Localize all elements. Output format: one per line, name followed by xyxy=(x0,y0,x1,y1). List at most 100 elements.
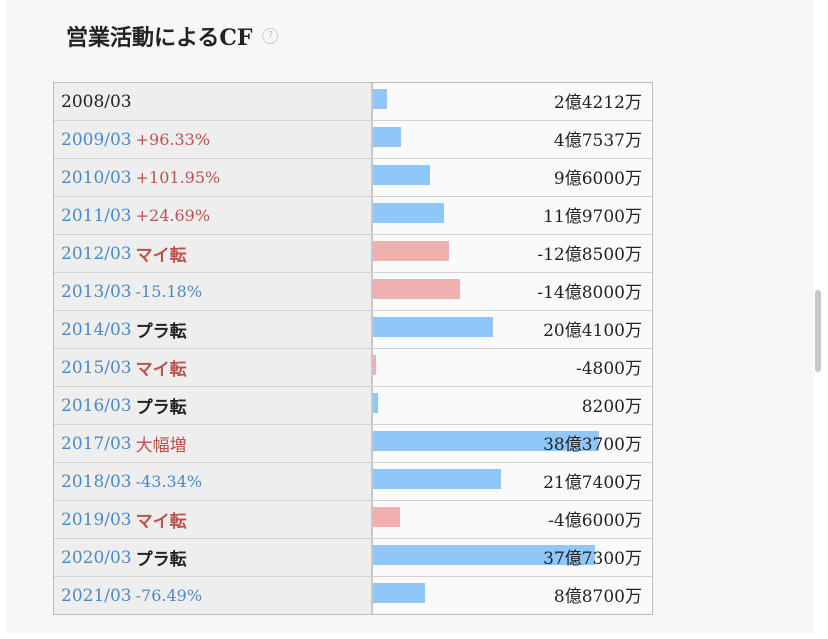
bar-cell: 37億7300万 xyxy=(373,539,652,576)
row-date[interactable]: 2020/03 xyxy=(61,547,132,568)
negative-bar xyxy=(373,355,376,375)
row-label: 2017/03 大幅増 xyxy=(54,425,373,462)
row-change: -43.34% xyxy=(135,472,203,491)
bar-cell: 9億6000万 xyxy=(373,159,652,196)
row-change: +96.33% xyxy=(135,130,211,149)
row-label: 2012/03 マイ転 xyxy=(54,235,373,272)
row-label: 2018/03 -43.34% xyxy=(54,463,373,500)
row-date[interactable]: 2010/03 xyxy=(61,167,132,188)
row-change: +101.95% xyxy=(135,168,221,187)
bar-cell: -14億8000万 xyxy=(373,273,652,310)
row-value: -14億8000万 xyxy=(537,283,642,303)
row-value: -4800万 xyxy=(575,359,642,379)
bar-cell: -12億8500万 xyxy=(373,235,652,272)
bar-cell: 20億4100万 xyxy=(373,311,652,348)
row-date: 2008/03 xyxy=(61,91,132,112)
row-label: 2020/03 プラ転 xyxy=(54,539,373,576)
row-change: プラ転 xyxy=(135,322,187,342)
row-value: 21億7400万 xyxy=(543,473,642,493)
row-date[interactable]: 2018/03 xyxy=(61,471,132,492)
bar-cell: 38億3700万 xyxy=(373,425,652,462)
row-value: -4億6000万 xyxy=(548,511,642,531)
row-label: 2021/03 -76.49% xyxy=(54,577,373,614)
row-label: 2008/03 xyxy=(54,83,373,120)
row-change: プラ転 xyxy=(135,398,187,418)
row-value: 2億4212万 xyxy=(553,93,642,113)
table-row: 2015/03 マイ転 -4800万 xyxy=(54,349,652,387)
row-label: 2019/03 マイ転 xyxy=(54,501,373,538)
negative-bar xyxy=(373,279,460,299)
row-date[interactable]: 2021/03 xyxy=(61,585,132,606)
row-value: 38億3700万 xyxy=(543,435,642,455)
row-date[interactable]: 2015/03 xyxy=(61,357,132,378)
row-change: +24.69% xyxy=(135,206,211,225)
bar-cell: 8200万 xyxy=(373,387,652,424)
positive-bar xyxy=(373,203,444,223)
table-row: 2010/03 +101.95% 9億6000万 xyxy=(54,159,652,197)
positive-bar xyxy=(373,127,401,147)
row-label: 2014/03 プラ転 xyxy=(54,311,373,348)
positive-bar xyxy=(373,469,501,489)
row-change: -76.49% xyxy=(135,586,203,605)
row-value: 20億4100万 xyxy=(543,321,642,341)
row-label: 2016/03 プラ転 xyxy=(54,387,373,424)
table-row: 2014/03 プラ転 20億4100万 xyxy=(54,311,652,349)
row-date[interactable]: 2017/03 xyxy=(61,433,132,454)
row-value: 8200万 xyxy=(581,397,642,417)
row-value: 37億7300万 xyxy=(543,549,642,569)
row-change: マイ転 xyxy=(135,360,187,380)
row-change: マイ転 xyxy=(135,246,187,266)
row-value: 4億7537万 xyxy=(553,131,642,151)
positive-bar xyxy=(373,545,595,565)
section-title: 営業活動によるCF ? xyxy=(66,20,279,52)
table-row: 2009/03 +96.33% 4億7537万 xyxy=(54,121,652,159)
row-change: マイ転 xyxy=(135,512,187,532)
row-change: 大幅増 xyxy=(135,436,187,456)
row-label: 2015/03 マイ転 xyxy=(54,349,373,386)
table-row: 2016/03 プラ転 8200万 xyxy=(54,387,652,425)
row-date[interactable]: 2016/03 xyxy=(61,395,132,416)
table-row: 2017/03 大幅増 38億3700万 xyxy=(54,425,652,463)
bar-cell: 21億7400万 xyxy=(373,463,652,500)
table-row: 2021/03 -76.49% 8億8700万 xyxy=(54,577,652,614)
row-change: プラ転 xyxy=(135,550,187,570)
question-circle-icon[interactable]: ? xyxy=(262,28,279,44)
bar-cell: 2億4212万 xyxy=(373,83,652,120)
bar-cell: 4億7537万 xyxy=(373,121,652,158)
row-label: 2011/03 +24.69% xyxy=(54,197,373,234)
row-date[interactable]: 2013/03 xyxy=(61,281,132,302)
row-date[interactable]: 2009/03 xyxy=(61,129,132,150)
table-row: 2011/03 +24.69% 11億9700万 xyxy=(54,197,652,235)
row-value: 9億6000万 xyxy=(553,169,642,189)
table-row: 2018/03 -43.34% 21億7400万 xyxy=(54,463,652,501)
row-value: 11億9700万 xyxy=(543,207,642,227)
bar-cell: 11億9700万 xyxy=(373,197,652,234)
scrollbar[interactable] xyxy=(815,290,821,372)
bar-cell: -4億6000万 xyxy=(373,501,652,538)
cf-table: 2008/03 2億4212万 2009/03 +96.33% 4億7537万 2010/… xyxy=(53,82,653,615)
bar-cell: -4800万 xyxy=(373,349,652,386)
positive-bar xyxy=(373,89,387,109)
row-change: -15.18% xyxy=(135,282,203,301)
row-date[interactable]: 2012/03 xyxy=(61,243,132,264)
positive-bar xyxy=(373,431,599,451)
cf-panel: 営業活動によるCF ? 2008/03 2億4212万 2009/03 +96.33%… xyxy=(6,0,814,634)
positive-bar xyxy=(373,317,493,337)
negative-bar xyxy=(373,241,449,261)
bar-cell: 8億8700万 xyxy=(373,577,652,614)
title-text: 営業活動によるCF xyxy=(66,25,253,51)
row-label: 2013/03 -15.18% xyxy=(54,273,373,310)
positive-bar xyxy=(373,583,425,603)
row-date[interactable]: 2011/03 xyxy=(61,205,132,226)
row-date[interactable]: 2014/03 xyxy=(61,319,132,340)
row-value: 8億8700万 xyxy=(553,587,642,607)
table-row: 2012/03 マイ転 -12億8500万 xyxy=(54,235,652,273)
positive-bar xyxy=(373,165,430,185)
positive-bar xyxy=(373,393,378,413)
row-date[interactable]: 2019/03 xyxy=(61,509,132,530)
row-label: 2010/03 +101.95% xyxy=(54,159,373,196)
row-label: 2009/03 +96.33% xyxy=(54,121,373,158)
row-value: -12億8500万 xyxy=(537,245,642,265)
table-row: 2019/03 マイ転 -4億6000万 xyxy=(54,501,652,539)
table-row: 2020/03 プラ転 37億7300万 xyxy=(54,539,652,577)
